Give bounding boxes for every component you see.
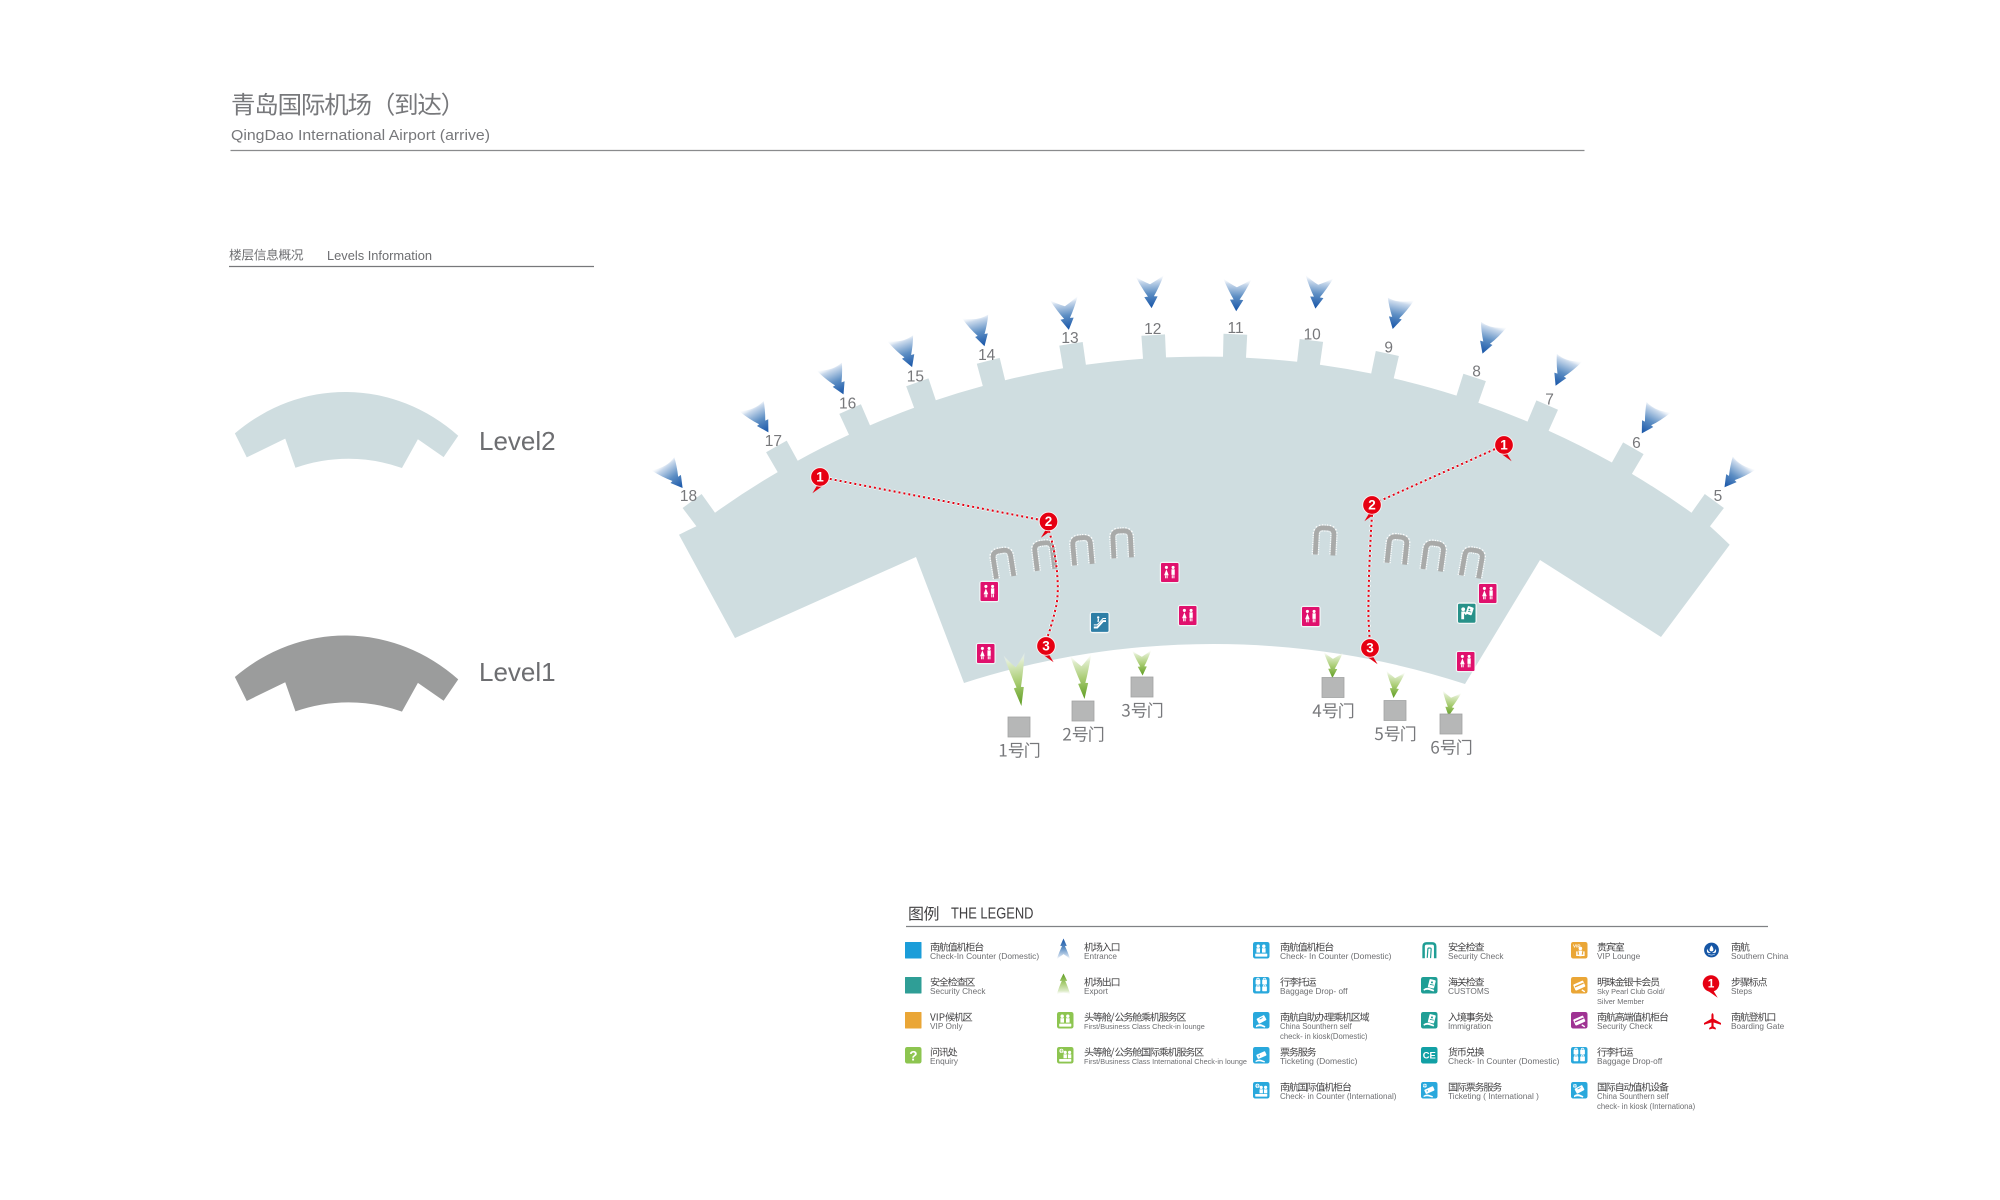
svg-text:Check-In Counter (Domestic): Check-In Counter (Domestic) <box>930 951 1039 961</box>
svg-text:2: 2 <box>1045 514 1053 529</box>
svg-text:Baggage Drop-off: Baggage Drop-off <box>1597 1056 1663 1066</box>
svg-text:Southern China: Southern China <box>1731 951 1789 961</box>
svg-text:THE LEGEND: THE LEGEND <box>951 906 1034 923</box>
svg-text:8: 8 <box>1472 364 1481 381</box>
svg-text:QingDao International Airport: QingDao International Airport (arrive) <box>231 127 490 144</box>
svg-text:Levels Information: Levels Information <box>327 249 432 263</box>
svg-text:10: 10 <box>1304 326 1322 343</box>
svg-text:15: 15 <box>907 369 924 386</box>
svg-text:Baggage Drop- off: Baggage Drop- off <box>1280 986 1348 996</box>
svg-text:6: 6 <box>1632 435 1641 452</box>
svg-text:Check- in Counter (Internatio: Check- in Counter (International) <box>1280 1092 1397 1101</box>
svg-text:VIP Only: VIP Only <box>930 1021 963 1031</box>
svg-text:Security Check: Security Check <box>930 986 986 996</box>
svg-text:CUSTOMS: CUSTOMS <box>1448 986 1490 996</box>
svg-text:First/Business Class Check-in: First/Business Class Check-in lounge <box>1084 1022 1205 1031</box>
svg-text:Entrance: Entrance <box>1084 951 1117 961</box>
svg-text:16: 16 <box>839 396 856 413</box>
svg-text:China Sounthern self: China Sounthern self <box>1280 1022 1352 1031</box>
svg-text:CE: CE <box>1423 1050 1436 1061</box>
svg-text:Sky Pearl Club Gold/: Sky Pearl Club Gold/ <box>1597 987 1666 996</box>
svg-text:Boarding Gate: Boarding Gate <box>1731 1021 1784 1031</box>
svg-text:Level2: Level2 <box>479 426 556 456</box>
svg-text:12: 12 <box>1144 321 1161 338</box>
svg-text:First/Business Class Internati: First/Business Class International Check… <box>1084 1057 1247 1066</box>
svg-text:13: 13 <box>1061 330 1078 347</box>
svg-text:3: 3 <box>1042 639 1050 654</box>
svg-text:Ticketing ( International ): Ticketing ( International ) <box>1448 1091 1539 1101</box>
svg-text:Check- In Counter (Domestic): Check- In Counter (Domestic) <box>1448 1056 1560 1066</box>
svg-text:1: 1 <box>1500 438 1508 453</box>
svg-text:Silver Member: Silver Member <box>1597 997 1644 1006</box>
svg-text:9: 9 <box>1384 340 1393 357</box>
svg-text:Check- In Counter (Domestic): Check- In Counter (Domestic) <box>1280 951 1392 961</box>
svg-text:Security Check: Security Check <box>1448 951 1504 961</box>
svg-text:18: 18 <box>680 488 697 505</box>
svg-text:Level1: Level1 <box>479 657 556 687</box>
svg-text:1: 1 <box>1708 977 1715 991</box>
svg-text:Ticketing (Domestic): Ticketing (Domestic) <box>1280 1056 1358 1066</box>
svg-text:Security Check: Security Check <box>1597 1021 1653 1031</box>
svg-text:1: 1 <box>816 470 824 485</box>
svg-text:7: 7 <box>1545 392 1554 409</box>
svg-text:VIP: VIP <box>1573 943 1580 948</box>
svg-text:11: 11 <box>1228 320 1244 337</box>
svg-text:Export: Export <box>1084 986 1108 996</box>
svg-text:Steps: Steps <box>1731 986 1752 996</box>
svg-text:2: 2 <box>1368 498 1376 513</box>
svg-text:5: 5 <box>1714 488 1723 505</box>
svg-text:check- in kiosk (Internationa): check- in kiosk (Internationa) <box>1597 1102 1696 1111</box>
svg-text:17: 17 <box>765 433 782 450</box>
svg-text:14: 14 <box>978 347 996 364</box>
svg-text:3: 3 <box>1366 641 1374 656</box>
svg-text:?: ? <box>909 1048 917 1063</box>
svg-text:Immigration: Immigration <box>1448 1021 1491 1031</box>
svg-text:Enquiry: Enquiry <box>930 1056 959 1066</box>
svg-text:VIP Lounge: VIP Lounge <box>1597 951 1640 961</box>
svg-text:China Sounthern self: China Sounthern self <box>1597 1092 1669 1101</box>
svg-text:check- in kiosk(Domestic): check- in kiosk(Domestic) <box>1280 1032 1368 1041</box>
